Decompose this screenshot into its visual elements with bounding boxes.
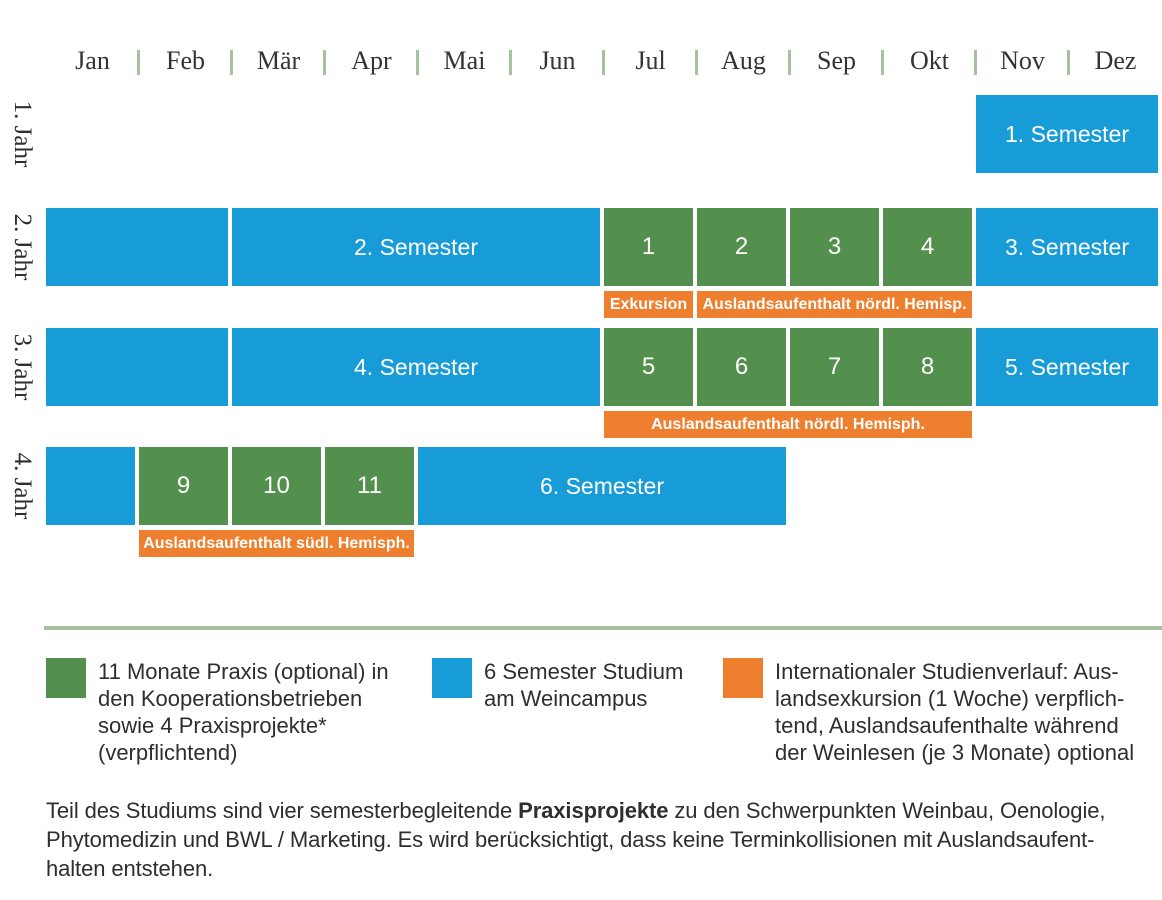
month-separator — [137, 50, 140, 75]
month-label: Aug — [721, 46, 766, 75]
month-separator — [230, 50, 233, 75]
praxis-month-block: 10 — [232, 447, 321, 525]
month-label: Apr — [351, 46, 392, 75]
legend-item: 11 Monate Praxis (optional) in den Koope… — [46, 658, 416, 766]
orange-swatch — [723, 658, 763, 698]
month-separator — [509, 50, 512, 75]
semester-bar — [46, 328, 228, 406]
month-separator — [1067, 50, 1070, 75]
month-label: Okt — [910, 46, 949, 75]
month-separator — [881, 50, 884, 75]
abroad-annotation: Auslandsaufenthalt südl. Hemisph. — [139, 530, 414, 557]
month-separator — [416, 50, 419, 75]
month-separator — [602, 50, 605, 75]
semester-bar: 5. Semester — [976, 328, 1158, 406]
year-label: 3. Jahr — [9, 333, 36, 401]
month-separator — [323, 50, 326, 75]
month-label: Mai — [443, 46, 486, 75]
semester-bar: 3. Semester — [976, 208, 1158, 286]
legend-item: Internationaler Studienverlauf: Aus- lan… — [723, 658, 1160, 766]
month-label: Jun — [539, 46, 576, 75]
footnote-text-before: Teil des Studiums sind vier semesterbegl… — [46, 798, 519, 823]
semester-bar — [46, 208, 228, 286]
praxis-month-block: 3 — [790, 208, 879, 286]
praxis-month-block: 5 — [604, 328, 693, 406]
month-separator — [974, 50, 977, 75]
footnote-paragraph: Teil des Studiums sind vier semesterbegl… — [46, 796, 1162, 883]
month-separator — [788, 50, 791, 75]
month-label: Sep — [817, 46, 856, 75]
praxis-month-block: 2 — [697, 208, 786, 286]
semester-bar: 2. Semester — [232, 208, 600, 286]
praxis-month-block: 6 — [697, 328, 786, 406]
year-label: 4. Jahr — [9, 452, 36, 520]
month-label: Feb — [166, 46, 205, 75]
month-label: Nov — [1000, 46, 1045, 75]
praxis-month-block: 9 — [139, 447, 228, 525]
semester-bar: 1. Semester — [976, 95, 1158, 173]
legend-text: 11 Monate Praxis (optional) in den Koope… — [98, 659, 389, 765]
abroad-annotation: Auslandsaufenthalt nördl. Hemisph. — [604, 411, 972, 438]
praxis-month-block: 7 — [790, 328, 879, 406]
semester-bar — [46, 447, 135, 525]
praxis-month-block: 4 — [883, 208, 972, 286]
year-label: 1. Jahr — [9, 100, 36, 168]
legend-divider — [44, 626, 1162, 630]
praxis-month-block: 8 — [883, 328, 972, 406]
blue-swatch — [432, 658, 472, 698]
month-separator — [695, 50, 698, 75]
footnote-text-after: zu den Schwerpunkten Weinbau, Oenologie,… — [46, 798, 1106, 881]
footnote-bold-word: Praxisprojekte — [518, 798, 669, 823]
legend-item: 6 Semester Studium am Weincampus — [432, 658, 737, 712]
abroad-annotation: Exkursion — [604, 291, 693, 318]
legend-text: Internationaler Studienverlauf: Aus- lan… — [775, 659, 1135, 765]
praxis-month-block: 1 — [604, 208, 693, 286]
semester-bar: 6. Semester — [418, 447, 786, 525]
month-label: Mär — [256, 46, 301, 75]
abroad-annotation: Auslandsaufenthalt nördl. Hemisp. — [697, 291, 972, 318]
month-label: Dez — [1094, 46, 1137, 75]
month-label: Jan — [75, 46, 110, 75]
green-swatch — [46, 658, 86, 698]
praxis-month-block: 11 — [325, 447, 414, 525]
semester-bar: 4. Semester — [232, 328, 600, 406]
month-label: Jul — [635, 46, 666, 75]
year-label: 2. Jahr — [9, 213, 36, 281]
legend-text: 6 Semester Studium am Weincampus — [484, 659, 684, 711]
